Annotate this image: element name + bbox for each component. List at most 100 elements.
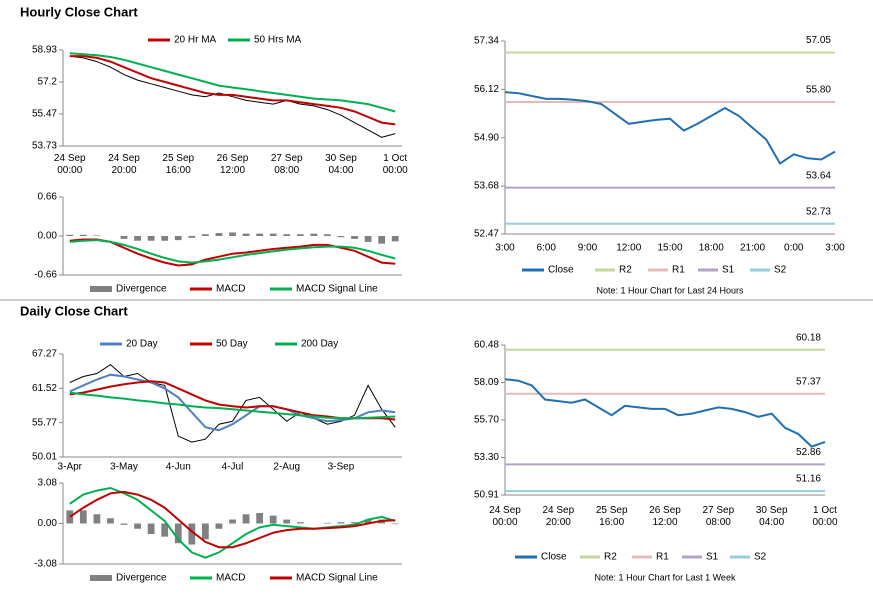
divergence-bar	[256, 233, 264, 236]
divergence-bar	[215, 523, 223, 529]
x-tick-label: 26 Sep 12:00	[649, 505, 681, 528]
y-tick-label: 55.70	[474, 415, 499, 426]
legend-label: MACD	[216, 573, 245, 584]
divergence-bar	[364, 236, 372, 242]
divergence-bar	[79, 234, 87, 236]
divergence-bar	[229, 519, 236, 524]
chart-note: Note: 1 Hour Chart for Last 24 Hours	[596, 285, 744, 295]
section-title: Hourly Close Chart	[20, 4, 138, 19]
divergence-bar	[391, 523, 399, 525]
divergence-bar	[378, 236, 386, 244]
legend-label: Close	[548, 265, 574, 276]
legend-label: 50 Hrs MA	[254, 35, 302, 46]
x-tick-label: 12:00	[616, 243, 641, 254]
x-tick-label: 3-May	[110, 462, 138, 473]
y-tick-label: 57.34	[474, 36, 499, 47]
divergence-bar	[174, 523, 182, 544]
legend-label: S2	[754, 552, 767, 563]
legend-label: Divergence	[116, 284, 167, 295]
legend-label: 20 Day	[126, 339, 158, 350]
x-tick-label: 9:00	[578, 243, 598, 254]
divergence-bar	[93, 514, 101, 524]
divergence-bar	[337, 522, 345, 524]
y-tick-label: -0.66	[34, 270, 57, 281]
level-label: 52.73	[806, 206, 831, 217]
divergence-bar	[337, 236, 345, 238]
series-line	[69, 52, 396, 113]
divergence-bar	[134, 236, 141, 241]
x-tick-label: 4-Jul	[222, 462, 244, 473]
divergence-bar	[107, 518, 114, 524]
divergence-bar	[201, 234, 209, 236]
x-tick-label: 25 Sep 16:00	[162, 153, 194, 176]
y-tick-label: 50.01	[32, 452, 57, 463]
divergence-bar	[161, 523, 169, 537]
series-line	[69, 373, 396, 432]
y-tick-label: 58.09	[474, 377, 499, 388]
legend-label: R2	[619, 265, 632, 276]
legend-label: S1	[722, 265, 735, 276]
x-tick-label: 15:00	[657, 243, 682, 254]
series-line	[69, 55, 396, 126]
legend-label: 20 Hr MA	[174, 35, 217, 46]
legend-label: R1	[656, 552, 669, 563]
legend-label: S2	[774, 265, 787, 276]
y-tick-label: 0.66	[38, 192, 58, 203]
x-tick-label: 24 Sep 20:00	[108, 153, 140, 176]
y-tick-label: 60.48	[474, 340, 499, 351]
y-tick-label: 56.12	[474, 84, 499, 95]
x-tick-label: 3:00	[825, 243, 845, 254]
x-tick-label: 26 Sep 12:00	[217, 153, 249, 176]
x-tick-label: 1 Oct 00:00	[812, 505, 837, 528]
divergence-bar	[324, 234, 331, 236]
x-tick-label: 27 Sep 08:00	[271, 153, 303, 176]
divergence-bar	[79, 510, 87, 524]
legend-label: R1	[672, 265, 685, 276]
y-tick-label: 67.27	[32, 349, 57, 360]
x-tick-label: 30 Sep 04:00	[325, 153, 357, 176]
divergence-bar	[296, 522, 304, 524]
divergence-bar	[283, 234, 291, 236]
divergence-bar	[324, 522, 331, 524]
level-label: 52.86	[796, 447, 821, 458]
y-tick-label: 3.08	[38, 478, 58, 489]
y-tick-label: 50.91	[474, 490, 499, 501]
divergence-bar	[269, 233, 277, 236]
divergence-bar	[120, 236, 128, 239]
divergence-bar	[269, 515, 277, 524]
legend-swatch	[90, 286, 112, 292]
x-tick-label: 4-Jun	[166, 462, 191, 473]
series-line	[504, 91, 836, 165]
y-tick-label: 57.2	[38, 77, 58, 88]
legend-label: MACD Signal Line	[296, 284, 378, 295]
divergence-bar	[134, 523, 141, 529]
y-tick-label: 53.68	[474, 181, 499, 192]
series-line	[69, 391, 396, 420]
divergence-bar	[120, 523, 128, 525]
y-tick-label: -3.08	[34, 559, 57, 570]
divergence-bar	[215, 233, 223, 236]
legend-label: Divergence	[116, 573, 167, 584]
x-tick-label: 25 Sep 16:00	[596, 505, 628, 528]
y-tick-label: 55.77	[32, 417, 57, 428]
x-tick-label: 3-Apr	[58, 462, 83, 473]
legend-label: R2	[604, 552, 617, 563]
legend-swatch	[90, 575, 112, 581]
x-tick-label: 24 Sep 20:00	[542, 505, 574, 528]
divergence-bar	[147, 523, 155, 535]
x-tick-label: 30 Sep 04:00	[756, 505, 788, 528]
series-line	[69, 486, 396, 559]
divergence-bar	[93, 235, 101, 236]
divergence-bar	[351, 236, 358, 239]
divergence-bar	[229, 232, 236, 236]
divergence-bar	[188, 236, 196, 238]
x-tick-label: 2-Aug	[273, 462, 300, 473]
divergence-bar	[161, 236, 169, 241]
y-tick-label: 55.47	[32, 109, 57, 120]
divergence-bar	[242, 514, 250, 524]
y-tick-label: 58.93	[32, 45, 57, 56]
series-line	[69, 380, 396, 421]
divergence-bar	[201, 523, 209, 540]
divergence-bar	[66, 510, 74, 524]
chart-note: Note: 1 Hour Chart for Last 1 Week	[595, 572, 736, 582]
